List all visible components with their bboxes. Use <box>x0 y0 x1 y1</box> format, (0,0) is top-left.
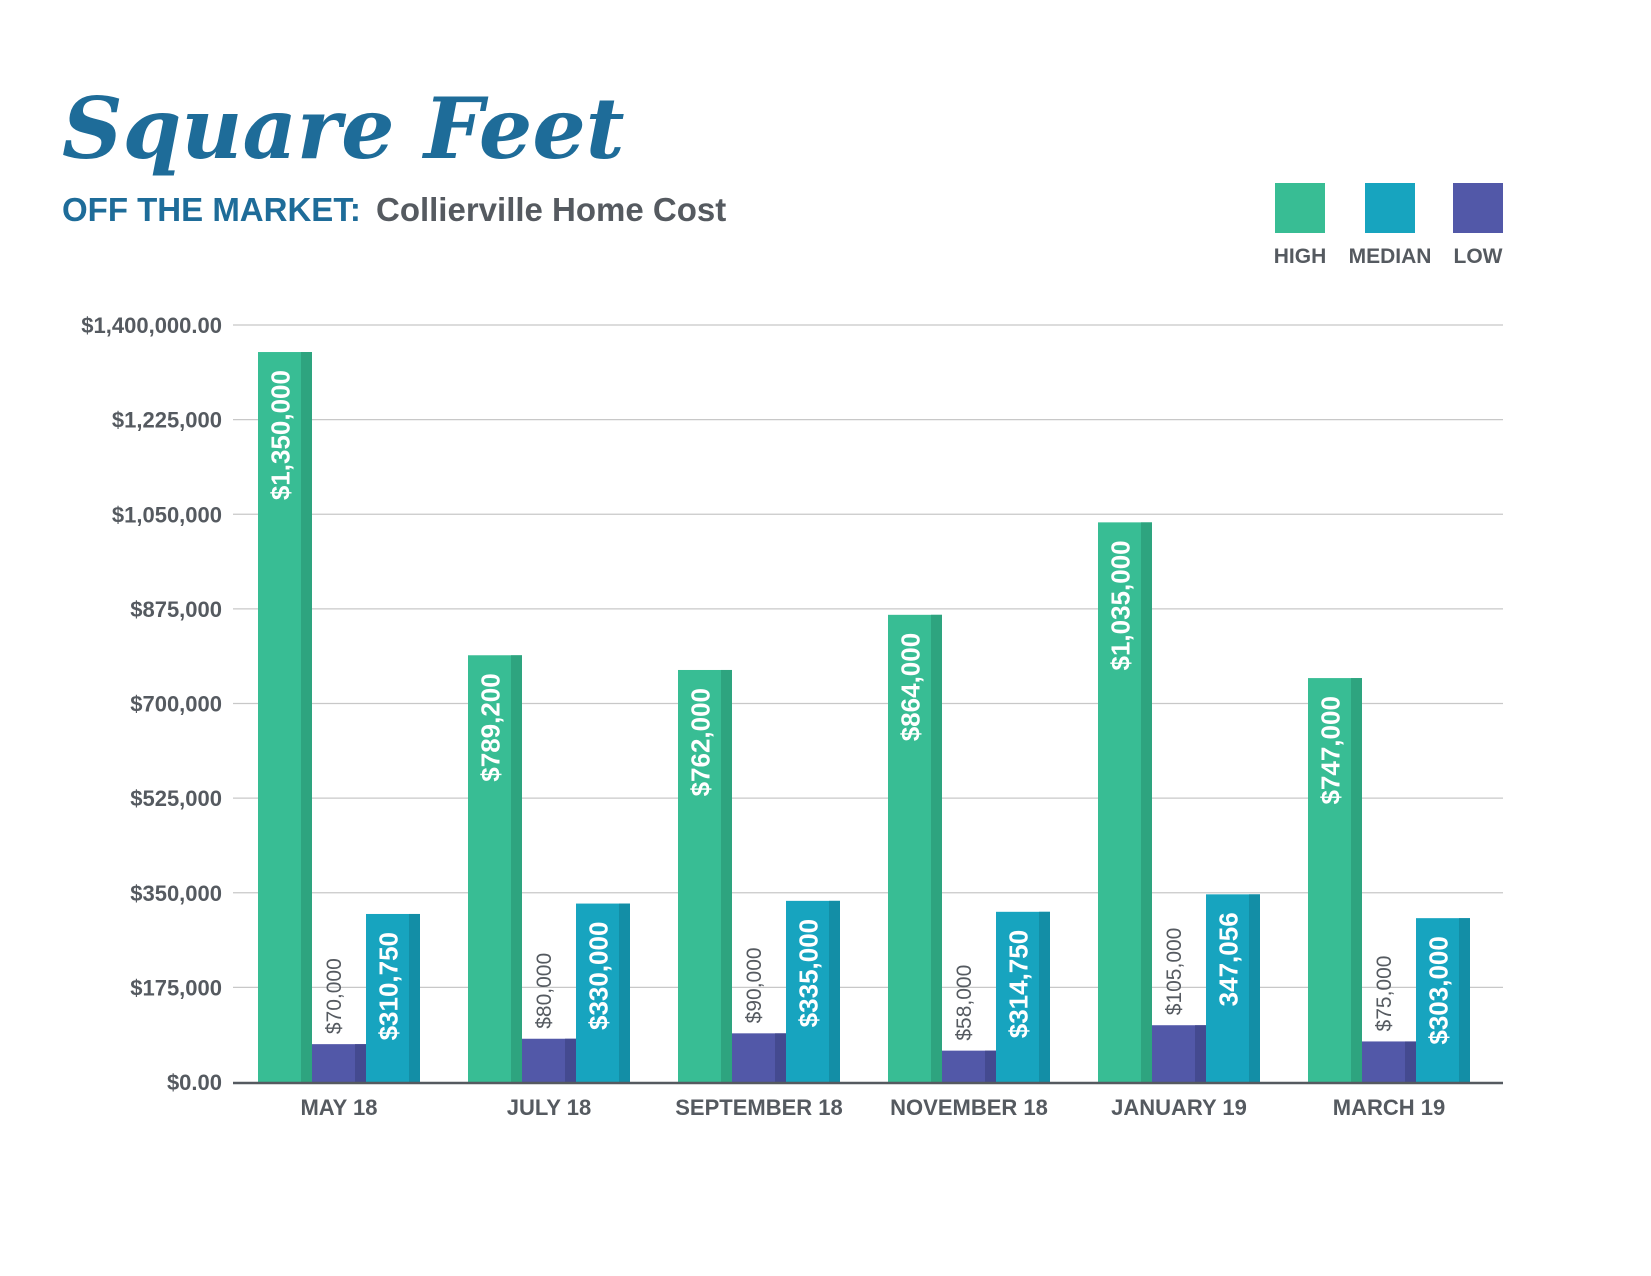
legend-label-low: LOW <box>1454 245 1503 268</box>
bar-side-high <box>301 352 312 1082</box>
y-tick-label: $1,225,000 <box>112 408 222 433</box>
data-label-high: $864,000 <box>896 633 926 741</box>
data-label-low: $90,000 <box>743 947 766 1023</box>
bar-side-high <box>1141 522 1152 1082</box>
subtitle-prefix: OFF THE MARKET: <box>62 191 361 228</box>
bar-side-high <box>721 669 732 1082</box>
data-label-high: $1,035,000 <box>1106 540 1136 670</box>
bar-side-high <box>511 655 522 1082</box>
data-label-high: $762,000 <box>686 688 716 796</box>
y-tick-label: $525,000 <box>130 786 222 811</box>
x-category-label: JULY 18 <box>507 1095 591 1120</box>
data-label-low: $58,000 <box>953 965 976 1041</box>
bar-side-median <box>1249 894 1260 1082</box>
data-label-median: $314,750 <box>1004 930 1034 1038</box>
legend-label-high: HIGH <box>1274 245 1327 268</box>
bar-side-high <box>1351 678 1362 1082</box>
x-category-label: SEPTEMBER 18 <box>675 1095 843 1120</box>
subtitle-suffix: Collierville Home Cost <box>376 191 726 228</box>
legend-label-median: MEDIAN <box>1349 245 1432 268</box>
y-tick-label: $1,050,000 <box>112 502 222 527</box>
x-category-label: MARCH 19 <box>1333 1095 1445 1120</box>
legend-swatch-high <box>1275 183 1325 233</box>
bars: $1,350,000 $70,000 $310,750 $789,200 $80,000… <box>258 352 1470 1082</box>
data-label-median: $330,000 <box>584 922 614 1030</box>
y-tick-label: $0.00 <box>167 1070 222 1095</box>
x-category-label: JANUARY 19 <box>1111 1095 1247 1120</box>
data-label-high: $789,200 <box>476 673 506 781</box>
bar-side-low <box>985 1050 996 1082</box>
data-label-median: $303,000 <box>1424 936 1454 1044</box>
bar-side-median <box>619 903 630 1082</box>
bar-side-low <box>355 1044 366 1082</box>
y-tick-label: $875,000 <box>130 597 222 622</box>
x-axis: MAY 18 JULY 18 SEPTEMBER 18 NOVEMBER 18 JANU… <box>233 1081 1503 1120</box>
y-axis: $0.00 $175,000 $350,000 $525,000 $700,000 $87… <box>81 313 222 1095</box>
legend-swatch-low <box>1453 183 1503 233</box>
bar-side-median <box>829 900 840 1082</box>
bar-side-median <box>409 913 420 1082</box>
bar-side-median <box>1039 911 1050 1082</box>
bar-side-low <box>565 1038 576 1082</box>
bar-side-median <box>1459 918 1470 1082</box>
x-category-label: NOVEMBER 18 <box>890 1095 1048 1120</box>
bar-side-low <box>775 1033 786 1082</box>
data-label-low: $70,000 <box>323 958 346 1034</box>
y-tick-label: $1,400,000.00 <box>81 313 222 338</box>
data-label-high: $747,000 <box>1316 696 1346 804</box>
data-label-low: $80,000 <box>533 953 556 1029</box>
gridlines <box>233 324 1503 989</box>
x-category-label: MAY 18 <box>300 1095 377 1120</box>
data-label-low: $105,000 <box>1163 928 1186 1016</box>
data-label-high: $1,350,000 <box>266 370 296 500</box>
y-tick-label: $175,000 <box>130 975 222 1000</box>
bar-side-high <box>931 614 942 1082</box>
y-tick-label: $350,000 <box>130 881 222 906</box>
data-label-median: 347,056 <box>1214 912 1244 1006</box>
y-tick-label: $700,000 <box>130 692 222 717</box>
data-label-low: $75,000 <box>1373 956 1396 1032</box>
data-label-median: $335,000 <box>794 919 824 1027</box>
data-label-median: $310,750 <box>374 932 404 1040</box>
brand-title: Square Feet <box>62 79 625 178</box>
legend: HIGH MEDIAN LOW <box>1274 183 1503 268</box>
bar-side-low <box>1195 1025 1206 1082</box>
chart-subtitle: OFF THE MARKET: Collierville Home Cost <box>62 191 726 228</box>
legend-swatch-median <box>1365 183 1415 233</box>
bar-side-low <box>1405 1041 1416 1082</box>
